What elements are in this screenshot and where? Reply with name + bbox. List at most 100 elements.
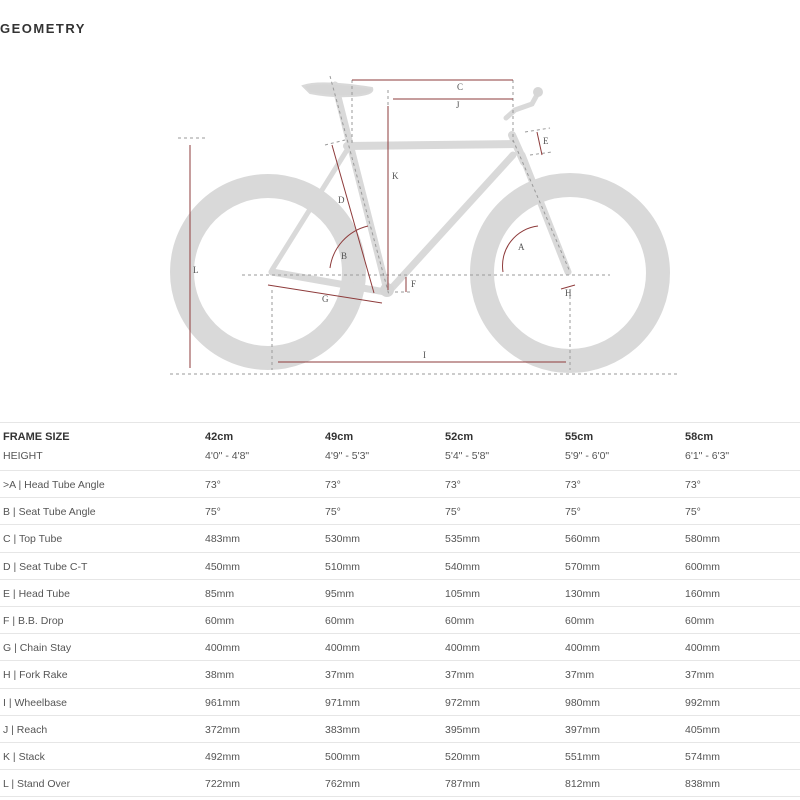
row-value: 372mm bbox=[205, 723, 241, 736]
row-label: K | Stack bbox=[3, 750, 45, 763]
row-value: 400mm bbox=[685, 642, 721, 655]
table-row: B | Seat Tube Angle 75° 75° 75° 75° 75° bbox=[0, 498, 800, 526]
row-label: D | Seat Tube C-T bbox=[3, 560, 88, 573]
label-h: H bbox=[565, 288, 572, 298]
row-value: 75° bbox=[445, 506, 461, 519]
row-value: 60mm bbox=[325, 614, 355, 627]
row-value: 787mm bbox=[445, 778, 481, 791]
height-value: 4'9" - 5'3" bbox=[325, 450, 370, 462]
height-value: 6'1" - 6'3" bbox=[685, 450, 730, 462]
table-row: I | Wheelbase 961mm 971mm 972mm 980mm 992mm bbox=[0, 689, 800, 716]
table-row: G | Chain Stay 400mm 400mm 400mm 400mm 400mm bbox=[0, 634, 800, 662]
table-row: J | Reach 372mm 383mm 395mm 397mm 405mm bbox=[0, 716, 800, 743]
row-value: 520mm bbox=[445, 750, 481, 763]
row-value: 397mm bbox=[565, 723, 601, 736]
row-value: 37mm bbox=[565, 669, 595, 682]
bike-frame bbox=[170, 81, 670, 373]
table-row: E | Head Tube 85mm 95mm 105mm 130mm 160mm bbox=[0, 580, 800, 607]
row-value: 551mm bbox=[565, 750, 601, 763]
row-label: F | B.B. Drop bbox=[3, 614, 64, 627]
row-value: 600mm bbox=[685, 560, 721, 573]
height-value: 4'0" - 4'8" bbox=[205, 450, 250, 462]
rear-wheel bbox=[170, 174, 366, 370]
row-value: 38mm bbox=[205, 669, 235, 682]
label-a: A bbox=[518, 242, 525, 252]
table-row: K | Stack 492mm 500mm 520mm 551mm 574mm bbox=[0, 743, 800, 771]
row-value: 980mm bbox=[565, 696, 601, 709]
row-value: 483mm bbox=[205, 533, 241, 546]
row-value: 75° bbox=[325, 506, 341, 519]
row-value: 570mm bbox=[565, 560, 601, 573]
row-value: 510mm bbox=[325, 560, 361, 573]
height-value: 5'9" - 6'0" bbox=[565, 450, 610, 462]
row-value: 73° bbox=[205, 479, 221, 491]
row-label: >A | Head Tube Angle bbox=[3, 479, 105, 491]
label-l: L bbox=[193, 265, 199, 275]
label-g: G bbox=[322, 294, 329, 304]
label-c: C bbox=[457, 82, 463, 92]
row-value: 73° bbox=[565, 479, 581, 491]
row-value: 73° bbox=[685, 479, 701, 491]
row-value: 560mm bbox=[565, 533, 601, 546]
dim-h bbox=[560, 284, 576, 290]
row-value: 383mm bbox=[325, 723, 361, 736]
row-value: 722mm bbox=[205, 778, 241, 791]
row-value: 540mm bbox=[445, 560, 481, 573]
arc-a bbox=[502, 225, 539, 273]
row-value: 580mm bbox=[685, 533, 721, 546]
height-value: 5'4" - 5'8" bbox=[445, 450, 490, 462]
table-row: H | Fork Rake 38mm 37mm 37mm 37mm 37mm bbox=[0, 661, 800, 689]
row-value: 60mm bbox=[205, 614, 235, 627]
row-value: 95mm bbox=[325, 587, 355, 600]
row-value: 530mm bbox=[325, 533, 361, 546]
row-value: 75° bbox=[205, 506, 221, 519]
row-label: G | Chain Stay bbox=[3, 642, 72, 655]
row-value: 400mm bbox=[445, 642, 481, 655]
bike-geometry-diagram: A B C D E F G H I J K L bbox=[170, 75, 680, 375]
row-value: 130mm bbox=[565, 587, 601, 600]
label-e: E bbox=[543, 136, 549, 146]
geometry-table: FRAME SIZE 42cm 49cm 52cm 55cm 58cm HEIG… bbox=[0, 422, 800, 798]
dim-e bbox=[536, 131, 543, 156]
height-label: HEIGHT bbox=[3, 450, 43, 462]
table-row: D | Seat Tube C-T 450mm 510mm 540mm 570mm 600… bbox=[0, 553, 800, 580]
row-value: 838mm bbox=[685, 778, 721, 791]
size-49: 49cm bbox=[325, 431, 354, 443]
row-label: L | Stand Over bbox=[3, 778, 71, 791]
row-label: I | Wheelbase bbox=[3, 696, 68, 709]
row-value: 400mm bbox=[325, 642, 361, 655]
row-value: 75° bbox=[565, 506, 581, 519]
row-value: 75° bbox=[685, 506, 701, 519]
row-value: 992mm bbox=[685, 696, 721, 709]
row-label: H | Fork Rake bbox=[3, 669, 68, 682]
row-value: 762mm bbox=[325, 778, 361, 791]
page-title: GEOMETRY bbox=[0, 21, 86, 36]
row-label: B | Seat Tube Angle bbox=[3, 506, 96, 519]
row-value: 73° bbox=[325, 479, 341, 491]
row-value: 60mm bbox=[685, 614, 715, 627]
saddle bbox=[301, 82, 374, 98]
row-value: 60mm bbox=[445, 614, 475, 627]
row-value: 400mm bbox=[205, 642, 241, 655]
top-tube bbox=[343, 140, 519, 150]
row-value: 972mm bbox=[445, 696, 481, 709]
table-row: >A | Head Tube Angle 73° 73° 73° 73° 73° bbox=[0, 471, 800, 499]
row-value: 961mm bbox=[205, 696, 241, 709]
head-tube bbox=[508, 131, 528, 166]
guide-lines bbox=[170, 75, 680, 375]
label-k: K bbox=[392, 171, 399, 181]
row-value: 450mm bbox=[205, 560, 241, 573]
arc-b bbox=[329, 225, 369, 269]
dimension-labels: A B C D E F G H I J K L bbox=[193, 82, 572, 360]
label-j: J bbox=[456, 100, 460, 110]
row-value: 395mm bbox=[445, 723, 481, 736]
label-d: D bbox=[338, 195, 345, 205]
dim-d bbox=[331, 144, 375, 294]
size-42: 42cm bbox=[205, 431, 234, 443]
frame-size-label: FRAME SIZE bbox=[3, 431, 70, 443]
table-header: FRAME SIZE 42cm 49cm 52cm 55cm 58cm HEIG… bbox=[0, 423, 800, 471]
row-value: 85mm bbox=[205, 587, 235, 600]
down-tube bbox=[386, 151, 517, 294]
size-52: 52cm bbox=[445, 431, 474, 443]
row-value: 500mm bbox=[325, 750, 361, 763]
